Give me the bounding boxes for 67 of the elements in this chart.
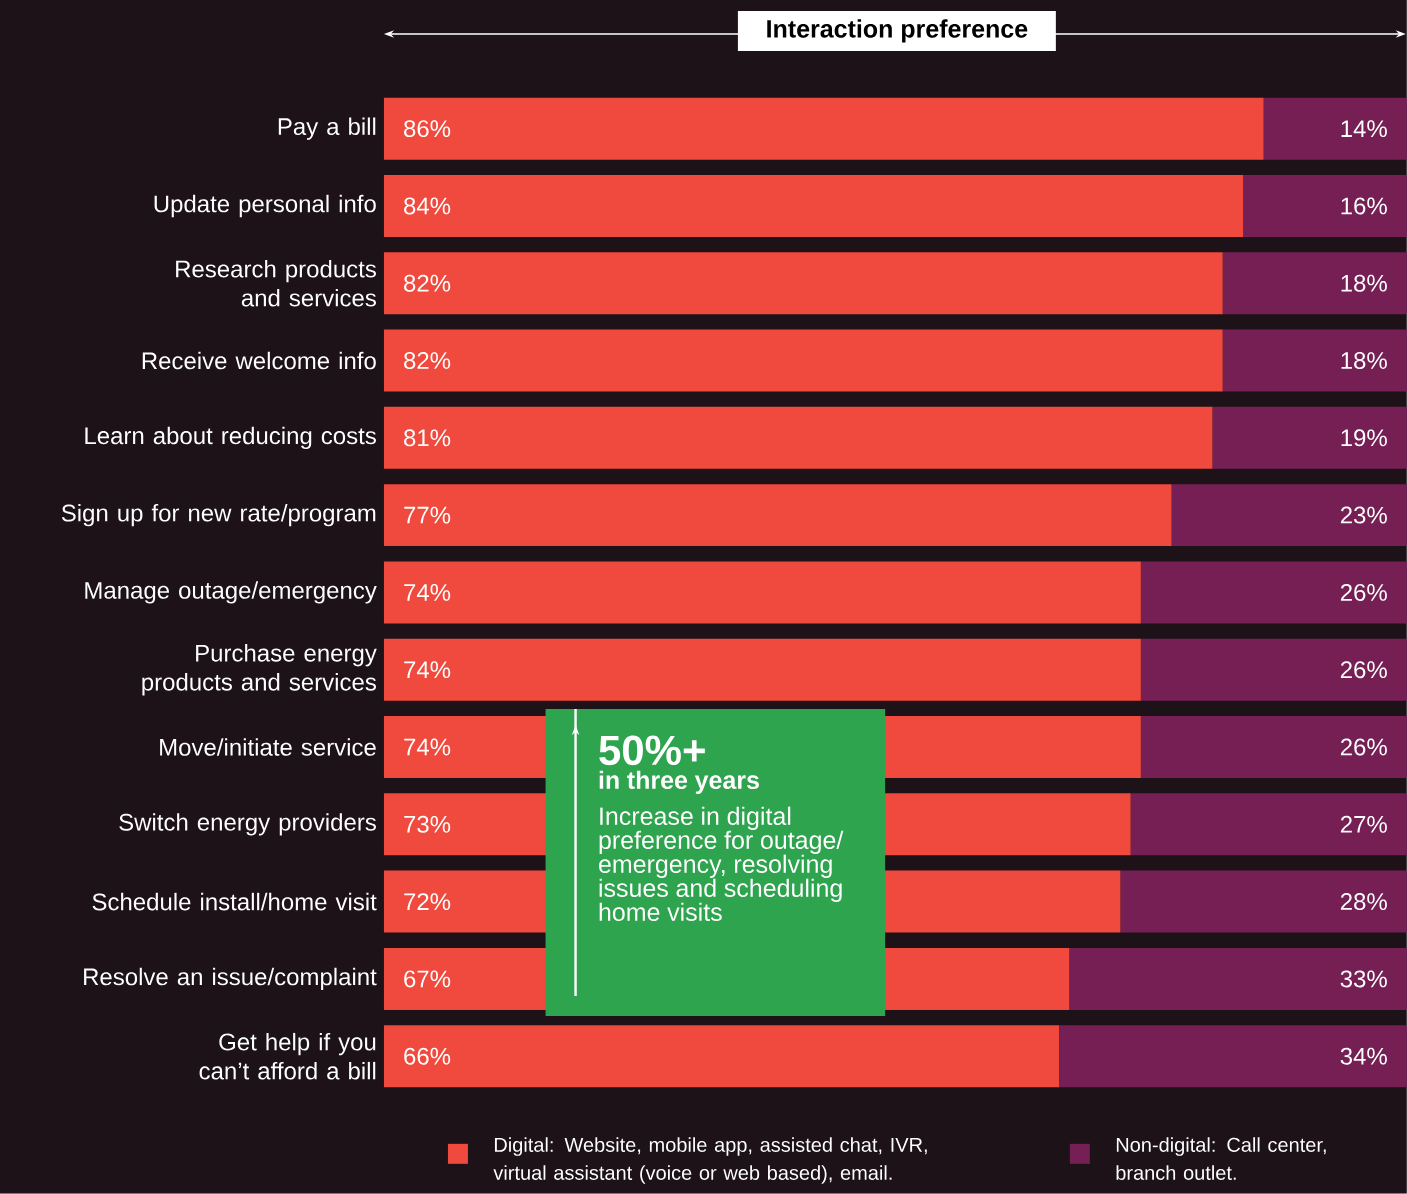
data-label: 18%	[1341, 352, 1387, 370]
data-label: 18%	[1341, 274, 1387, 292]
data-label: 33%	[1340, 970, 1387, 988]
bar	[383, 97, 1264, 160]
y-tick-label: Pay a bill	[278, 117, 376, 140]
bar	[383, 638, 1141, 701]
legend-label: Digital: Website, mobile app, assisted chat, IVR, virtual assistant (voice or web based), email.	[493, 1137, 927, 1184]
data-label: 67%	[404, 970, 451, 988]
data-label: 28%	[1340, 893, 1387, 911]
data-label: 26%	[1340, 738, 1387, 756]
bar	[1140, 716, 1407, 779]
data-label: 82%	[404, 274, 451, 292]
bar	[1222, 252, 1407, 315]
y-tick-label: Manage outage/emergency	[85, 581, 377, 604]
data-label: 66%	[404, 1047, 451, 1065]
y-tick-label: Move/initiate service	[160, 738, 376, 756]
data-label: 14%	[1341, 120, 1387, 138]
data-label: 74%	[404, 738, 451, 756]
annotation: Increase in digital preference for outage/ emergency, resolving issues and scheduling home visits	[599, 806, 844, 922]
bar	[1212, 406, 1407, 469]
bar	[1069, 947, 1407, 1010]
data-label: 77%	[404, 506, 451, 524]
data-label: 19%	[1341, 429, 1387, 447]
data-label: 26%	[1340, 584, 1387, 601]
data-label: 34%	[1340, 1047, 1387, 1065]
y-tick-label: Resolve an issue/complaint	[84, 967, 377, 991]
annotation: 50%+	[599, 735, 705, 766]
bar	[383, 329, 1223, 392]
data-label: 81%	[404, 429, 451, 447]
y-tick-label: Research products and services	[176, 260, 376, 307]
bar	[383, 175, 1244, 238]
y-tick-label: Update personal info	[154, 194, 376, 218]
data-label: 23%	[1340, 506, 1387, 524]
bar	[1263, 97, 1407, 160]
bar	[1243, 175, 1407, 238]
bar	[383, 1025, 1060, 1088]
data-label: 72%	[404, 893, 451, 911]
data-label: 84%	[404, 197, 451, 215]
data-label: 82%	[404, 352, 451, 370]
bar	[1140, 561, 1407, 624]
bar	[1171, 484, 1407, 547]
bar	[383, 484, 1172, 547]
y-tick-label: Sign up for new rate/program	[61, 504, 376, 527]
bar	[1120, 870, 1407, 933]
legend-label: Non-digital: Call center, branch outlet.	[1116, 1137, 1326, 1180]
bar	[383, 252, 1223, 315]
y-tick-label: Get help if you can’t afford a bill	[199, 1032, 376, 1080]
data-label: 74%	[404, 584, 451, 601]
annotation: in three years	[599, 770, 759, 795]
y-tick-label: Learn about reducing costs	[85, 426, 376, 450]
data-label: 73%	[404, 815, 451, 833]
data-label: 16%	[1341, 197, 1387, 215]
bar	[383, 406, 1213, 469]
data-label: 27%	[1340, 815, 1387, 833]
y-tick-label: Receive welcome info	[142, 351, 376, 370]
data-label: 86%	[404, 120, 451, 138]
data-label: 74%	[404, 661, 451, 679]
bar	[1140, 638, 1407, 701]
y-tick-label: Schedule install/home visit	[92, 892, 377, 911]
chart-title: Interaction preference	[767, 19, 1028, 43]
bar	[383, 561, 1141, 624]
bar	[1222, 329, 1407, 392]
bar	[1130, 793, 1407, 856]
y-tick-label: Switch energy providers	[119, 813, 376, 836]
data-label: 26%	[1340, 661, 1387, 679]
y-tick-label: Purchase energy products and services	[142, 644, 377, 696]
bar	[1059, 1025, 1407, 1088]
